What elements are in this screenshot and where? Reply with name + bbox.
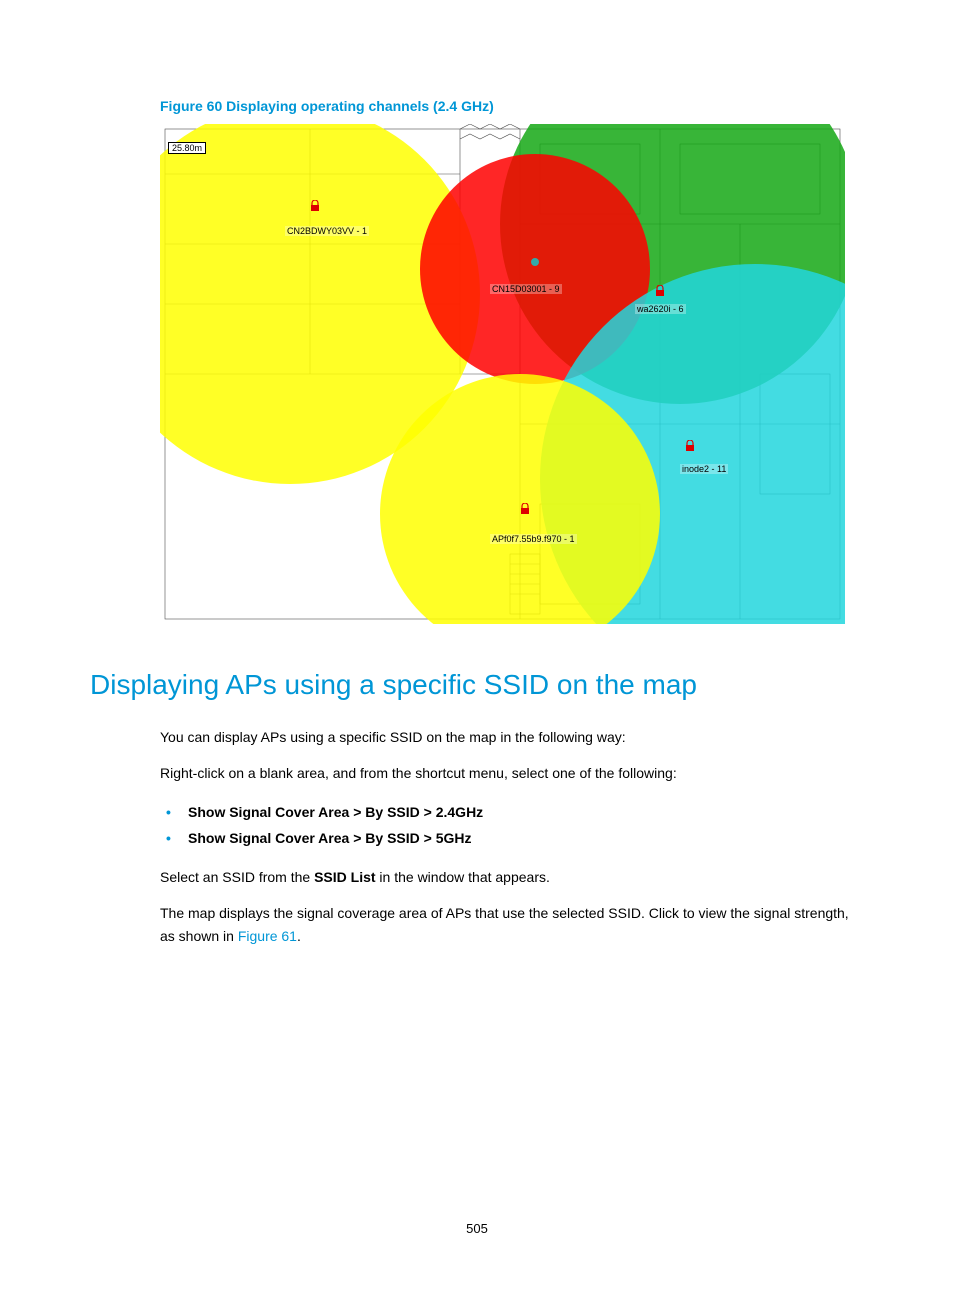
ap-label: wa2620i - 6 bbox=[635, 304, 686, 314]
ap-label: inode2 - 11 bbox=[680, 464, 728, 474]
paragraph-ssid-select: Select an SSID from the SSID List in the… bbox=[160, 866, 864, 888]
ap-icon bbox=[530, 254, 540, 264]
ap-label: APf0f7.55b9.f970 - 1 bbox=[490, 534, 577, 544]
paragraph-intro: You can display APs using a specific SSI… bbox=[160, 726, 864, 748]
section-heading: Displaying APs using a specific SSID on … bbox=[90, 669, 864, 701]
paragraph-result: The map displays the signal coverage are… bbox=[160, 902, 864, 947]
dimension-label: 25.80m bbox=[168, 142, 206, 154]
text: in the window that appears. bbox=[376, 869, 550, 885]
lock-icon bbox=[520, 502, 530, 512]
ap-label: CN2BDWY03VV - 1 bbox=[285, 226, 369, 236]
ap-label: CN15D03001 - 9 bbox=[490, 284, 562, 294]
figure-heatmap: 25.80m CN2BDWY03VV - 1 CN15D03001 - 9 wa26… bbox=[160, 124, 845, 624]
ssid-list-bold: SSID List bbox=[314, 869, 375, 885]
lock-icon bbox=[310, 199, 320, 209]
bullet-list: Show Signal Cover Area > By SSID > 2.4GH… bbox=[160, 799, 864, 852]
page-number: 505 bbox=[0, 1221, 954, 1236]
paragraph-instruction: Right-click on a blank area, and from th… bbox=[160, 762, 864, 784]
text: . bbox=[297, 928, 301, 944]
lock-icon bbox=[685, 439, 695, 449]
figure-61-link[interactable]: Figure 61 bbox=[238, 928, 297, 944]
lock-icon bbox=[655, 284, 665, 294]
figure-caption: Figure 60 Displaying operating channels … bbox=[160, 98, 864, 114]
bullet-item-5ghz: Show Signal Cover Area > By SSID > 5GHz bbox=[160, 825, 864, 852]
bullet-item-24ghz: Show Signal Cover Area > By SSID > 2.4GH… bbox=[160, 799, 864, 826]
text: Select an SSID from the bbox=[160, 869, 314, 885]
